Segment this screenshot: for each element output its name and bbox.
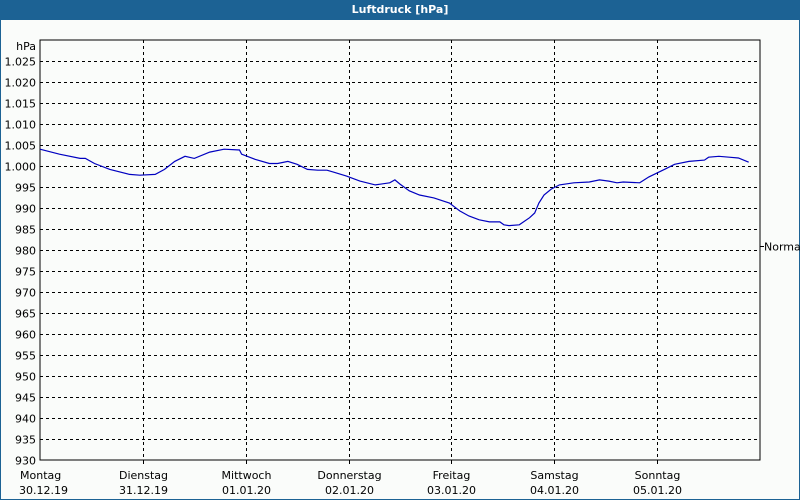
y-tick-label: 1.010 — [5, 119, 37, 132]
x-tick-day: Donnerstag — [317, 469, 381, 482]
y-tick-label: 980 — [15, 245, 36, 258]
x-tick-day: Mittwoch — [222, 469, 272, 482]
normal-annotation: Normal — [760, 241, 800, 254]
y-tick-label: 950 — [15, 371, 36, 384]
y-axis-tick-labels: 930 935 940 945 950 955 960 965 970 975 980 985 990 9… — [5, 56, 37, 468]
x-tick-date: 02.01.20 — [325, 484, 374, 497]
y-tick-label: 965 — [15, 308, 36, 321]
x-tick-date: 01.01.20 — [222, 484, 271, 497]
plot-frame — [39, 39, 761, 461]
y-tick-label: 955 — [15, 350, 36, 363]
x-tick-day: Dienstag — [119, 469, 168, 482]
x-tick-day: Freitag — [433, 469, 471, 482]
y-tick-label: 930 — [15, 455, 36, 468]
horizontal-gridlines — [40, 61, 760, 440]
window-title: Luftdruck [hPa] — [0, 0, 800, 20]
y-tick-label: 945 — [15, 392, 36, 405]
x-tick-date: 04.01.20 — [530, 484, 579, 497]
y-tick-label: 1.015 — [5, 98, 37, 111]
x-tick-day: Samstag — [530, 469, 578, 482]
y-tick-label: 990 — [15, 203, 36, 216]
y-tick-label: 970 — [15, 287, 36, 300]
x-tick-date: 05.01.20 — [633, 484, 682, 497]
x-tick-day: Montag — [20, 469, 61, 482]
x-axis-tick-labels: Montag 30.12.19 Dienstag 31.12.19 Mittwoch 01… — [19, 469, 682, 497]
y-tick-label: 985 — [15, 224, 36, 237]
y-tick-label: 975 — [15, 266, 36, 279]
y-tick-label: 995 — [15, 182, 36, 195]
normal-label: Normal — [764, 241, 800, 254]
pressure-series-line — [39, 148, 749, 227]
x-tick-date: 31.12.19 — [119, 484, 168, 497]
x-tick-day: Sonntag — [635, 469, 681, 482]
y-tick-label: 960 — [15, 329, 36, 342]
y-tick-label: 1.025 — [5, 56, 37, 69]
y-tick-label: 935 — [15, 434, 36, 447]
y-axis-unit-label: hPa — [16, 40, 36, 53]
y-tick-label: 1.020 — [5, 77, 37, 90]
x-tick-date: 03.01.20 — [427, 484, 476, 497]
x-tick-date: 30.12.19 — [19, 484, 68, 497]
y-tick-label: 1.005 — [5, 140, 37, 153]
vertical-gridlines — [143, 40, 658, 464]
y-tick-label: 1.000 — [5, 161, 37, 174]
y-tick-label: 940 — [15, 413, 36, 426]
